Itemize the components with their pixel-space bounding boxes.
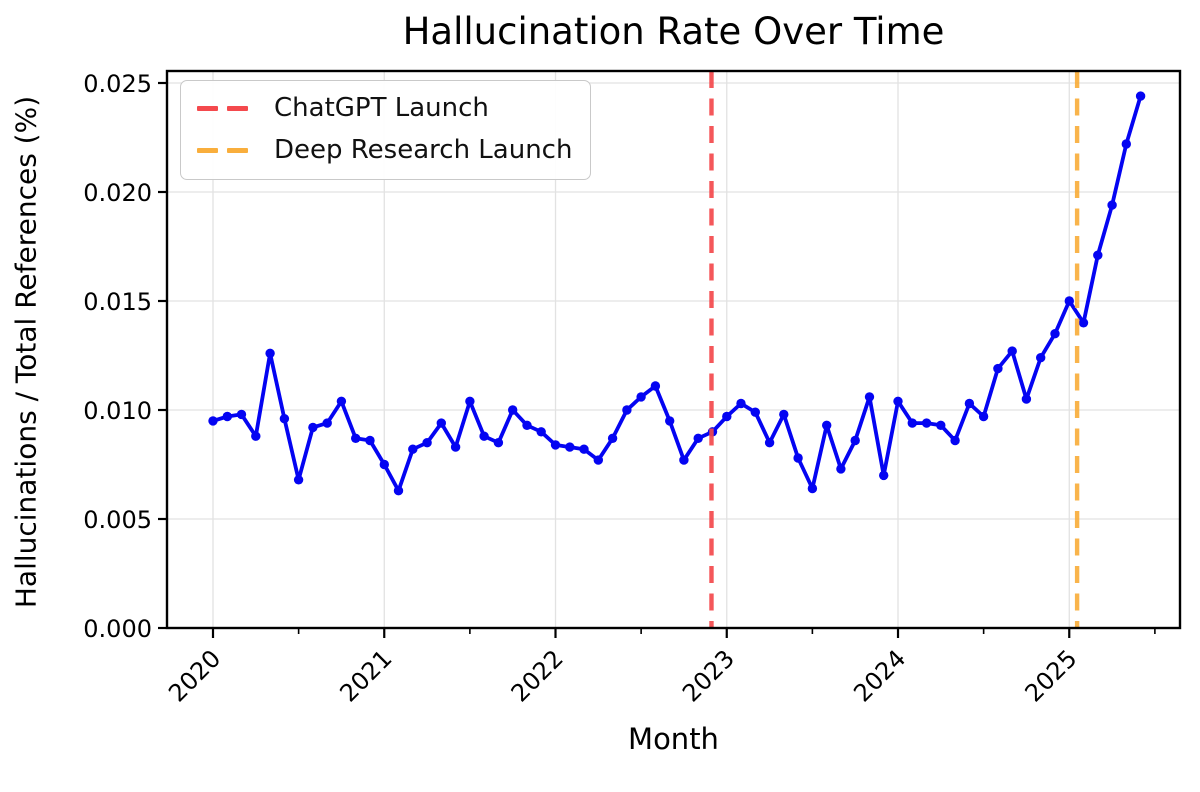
data-point [479,431,489,441]
data-point [1036,353,1046,363]
data-point [436,418,446,428]
data-point [1107,200,1117,210]
data-point [921,418,932,428]
data-point [422,438,432,448]
data-point [1121,139,1132,149]
data-point [450,442,461,452]
data-point [793,453,803,463]
data-point [336,396,347,406]
data-point [822,420,832,430]
y-tick-label: 0.020 [83,179,152,207]
data-point [1007,346,1017,356]
data-point [365,435,375,446]
data-point [1135,91,1146,101]
legend: ChatGPT Launch Deep Research Launch [180,80,592,180]
data-point [650,381,661,391]
data-point [222,411,232,422]
data-point [550,440,561,450]
data-point [636,392,646,402]
chart-title: Hallucination Rate Over Time [402,10,945,53]
legend-item-deep-research-launch: Deep Research Launch [197,129,572,171]
legend-label: Deep Research Launch [274,135,573,165]
data-point [850,435,860,446]
x-tick-label: 2025 [1020,644,1083,707]
data-point [279,414,290,424]
x-tick-label: 2023 [677,644,740,707]
y-tick-label: 0.010 [83,397,152,425]
data-point [665,416,675,426]
data-point [950,435,960,446]
data-point [864,392,875,402]
data-point [736,398,746,409]
data-point [622,405,632,415]
x-tick-label: 2020 [163,644,226,707]
data-point [879,470,889,481]
data-point [807,483,818,494]
data-point [1078,318,1089,328]
data-point [836,464,846,474]
data-point [1021,394,1032,404]
data-point [693,433,703,443]
data-point [750,407,760,417]
data-point [522,420,532,430]
data-point [565,442,575,452]
x-tick-label: 2024 [848,644,911,707]
data-point [322,418,332,428]
y-tick-label: 0.015 [83,288,152,316]
y-tick-label: 0.000 [83,615,152,643]
data-point [779,409,789,420]
data-point [964,398,975,409]
data-point [508,405,518,415]
data-point [465,396,475,406]
axes-spines [165,69,1182,630]
x-axis-label: Month [628,722,719,756]
data-point [607,433,618,443]
data-point [993,363,1003,374]
x-tick-label: 2022 [506,644,569,707]
data-point [236,409,247,420]
data-point [308,422,318,433]
data-point [536,427,546,437]
data-point [722,411,732,422]
data-point [593,455,603,465]
data-point [1050,329,1060,339]
data-point [408,444,418,454]
legend-label: ChatGPT Launch [274,93,489,123]
data-point [1093,250,1103,260]
data-point [265,348,275,358]
data-point [293,475,304,485]
data-point [351,433,361,443]
data-point [679,455,689,465]
data-point [379,459,389,470]
red-dashed-line-sample [197,105,249,111]
y-tick-label: 0.005 [83,506,152,534]
data-point [251,431,261,441]
data-point [493,438,504,448]
data-point [893,396,903,406]
y-tick-label: 0.025 [83,70,152,98]
data-point [393,486,404,496]
data-point [208,416,218,426]
data-point [1064,296,1075,306]
legend-item-chatgpt-launch: ChatGPT Launch [197,87,572,129]
x-tick-label: 2021 [335,644,398,707]
data-point [764,438,775,448]
data-point [579,444,589,454]
data-point [936,420,946,430]
data-point [907,418,917,428]
data-point [978,411,989,422]
orange-dashed-line-sample [197,147,249,153]
